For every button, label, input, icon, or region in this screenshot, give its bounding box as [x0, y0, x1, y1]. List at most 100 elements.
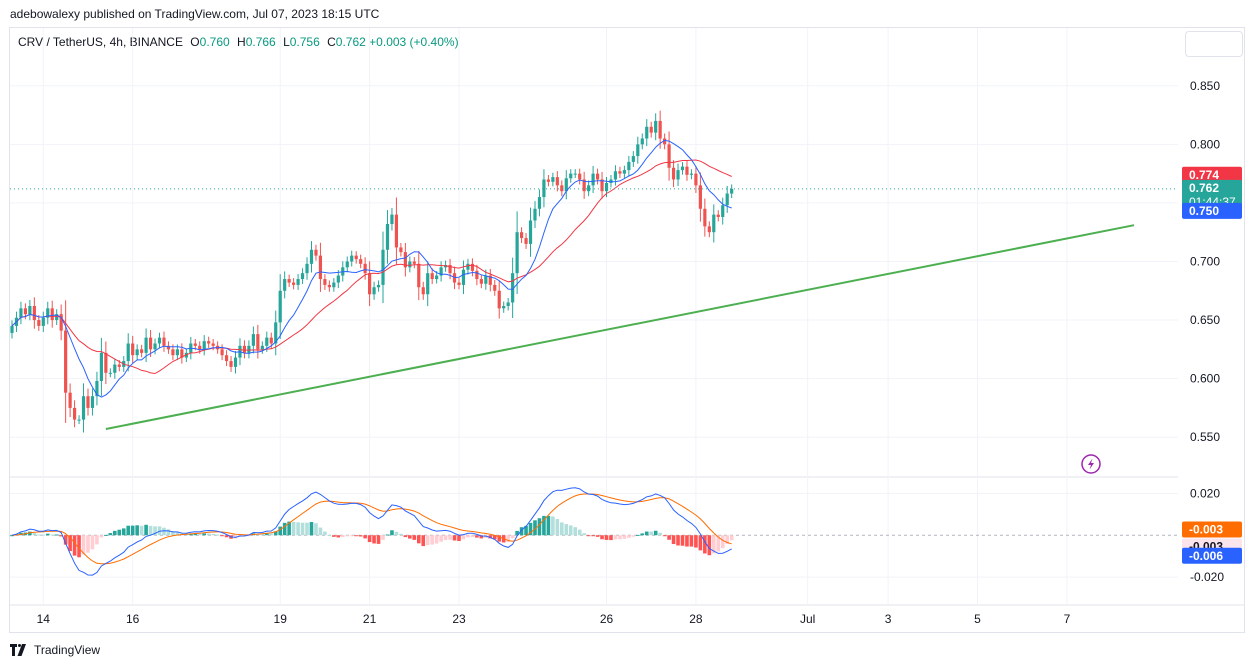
- macd-histogram-bar: [421, 535, 426, 547]
- candle-body: [368, 273, 372, 295]
- candle-body: [327, 284, 331, 288]
- candle-body: [117, 364, 121, 367]
- candle-body: [519, 232, 524, 239]
- candle-body: [600, 179, 604, 192]
- candle-body: [475, 270, 479, 280]
- candle-body: [323, 279, 327, 285]
- macd-histogram-bar: [689, 535, 694, 547]
- price-tick-label: 0.800: [1190, 137, 1220, 151]
- candle-body: [162, 337, 166, 346]
- macd-histogram-bar: [591, 535, 595, 537]
- candle-body: [269, 337, 273, 344]
- candle-body: [582, 179, 586, 192]
- macd-histogram-bar: [604, 535, 609, 540]
- macd-histogram-bar: [685, 535, 689, 547]
- candle-body: [595, 173, 600, 180]
- candle-body: [560, 185, 564, 192]
- macd-histogram-bar: [573, 527, 578, 536]
- time-tick-label: 16: [126, 612, 140, 626]
- candle-body: [636, 144, 640, 157]
- open-label: O: [190, 35, 200, 49]
- candle-body: [157, 337, 162, 344]
- candle-body: [99, 352, 103, 381]
- time-tick-label: 28: [689, 612, 703, 626]
- candle-body: [95, 380, 99, 397]
- candle-body: [479, 279, 483, 284]
- high-label: H: [237, 35, 246, 49]
- macd-histogram-bar: [425, 535, 430, 545]
- slow-ma-badge-text: 0.774: [1189, 168, 1219, 182]
- macd-histogram-bar: [555, 519, 560, 536]
- candle-body: [426, 273, 430, 295]
- time-tick-label: 21: [363, 612, 377, 626]
- macd-histogram-bar: [694, 535, 698, 548]
- macd-histogram-bar: [367, 535, 372, 543]
- candle-body: [318, 255, 323, 280]
- time-tick-label: Jul: [800, 612, 815, 626]
- lightning-bolt-icon: [1081, 454, 1101, 474]
- candle-body: [50, 308, 54, 321]
- macd-histogram-bar: [345, 535, 350, 537]
- candle-body: [10, 325, 14, 333]
- candle-body: [645, 126, 649, 139]
- candle-body: [287, 279, 291, 283]
- macd-histogram-bar: [153, 526, 157, 536]
- chart-frame: [9, 27, 1245, 633]
- candle-body: [202, 341, 206, 350]
- macd-histogram-bar: [703, 535, 707, 554]
- macd-histogram-bar: [711, 535, 716, 554]
- macd-histogram-bar: [166, 529, 171, 536]
- candle-body: [721, 205, 725, 217]
- macd-histogram-bar: [403, 535, 408, 538]
- fast-moving-average-line: [11, 139, 732, 398]
- slow-ma-badge-box: [1182, 166, 1242, 183]
- time-tick-label: 26: [600, 612, 614, 626]
- symbol-label[interactable]: CRV / TetherUS, 4h, BINANCE: [18, 35, 183, 49]
- candle-body: [537, 197, 542, 209]
- macd-histogram-bar: [139, 525, 144, 536]
- macd-histogram-bar: [211, 533, 215, 536]
- candle-body: [336, 275, 340, 283]
- candle-body: [77, 419, 81, 421]
- candle-body: [131, 343, 135, 356]
- macd-histogram-bar: [206, 533, 211, 536]
- candle-body: [180, 349, 184, 358]
- macd-histogram-bar: [627, 535, 631, 538]
- macd-histogram-bar: [215, 534, 220, 536]
- macd-histogram-bar: [658, 532, 662, 536]
- candle-body: [242, 345, 247, 353]
- macd-histogram-bar: [716, 535, 721, 552]
- candle-body: [296, 279, 300, 285]
- macd-histogram-bar: [492, 535, 497, 540]
- close-label: C: [327, 35, 336, 49]
- macd-histogram-bar: [193, 533, 198, 536]
- candle-body: [41, 317, 45, 326]
- macd-histogram-bar: [519, 527, 524, 536]
- macd-histogram-bar: [41, 534, 46, 536]
- candle-body: [466, 263, 470, 270]
- candle-body: [524, 238, 528, 244]
- candle-body: [300, 273, 305, 280]
- candle-body: [703, 208, 707, 227]
- candle-body: [104, 352, 108, 373]
- macd-histogram-bar: [372, 535, 376, 544]
- macd-histogram-bar: [130, 525, 135, 536]
- macd-histogram-bar: [479, 535, 484, 539]
- candle-body: [278, 290, 282, 323]
- macd-histogram-bar: [618, 535, 622, 540]
- candle-body: [108, 372, 112, 374]
- candle-body: [305, 263, 309, 274]
- candle-body: [224, 355, 229, 362]
- time-tick-label: 19: [274, 612, 288, 626]
- macd-histogram-bar: [273, 531, 278, 536]
- macd-histogram-bar: [475, 535, 479, 538]
- macd-histogram-bar: [59, 535, 63, 537]
- candle-body: [546, 179, 550, 182]
- candle-body: [55, 314, 59, 321]
- candle-body: [283, 279, 287, 291]
- candle-body: [256, 334, 260, 350]
- chart-options-box[interactable]: [1185, 31, 1243, 57]
- macd-histogram-bar: [224, 535, 229, 538]
- candle-body: [251, 334, 255, 346]
- candle-body: [663, 138, 667, 145]
